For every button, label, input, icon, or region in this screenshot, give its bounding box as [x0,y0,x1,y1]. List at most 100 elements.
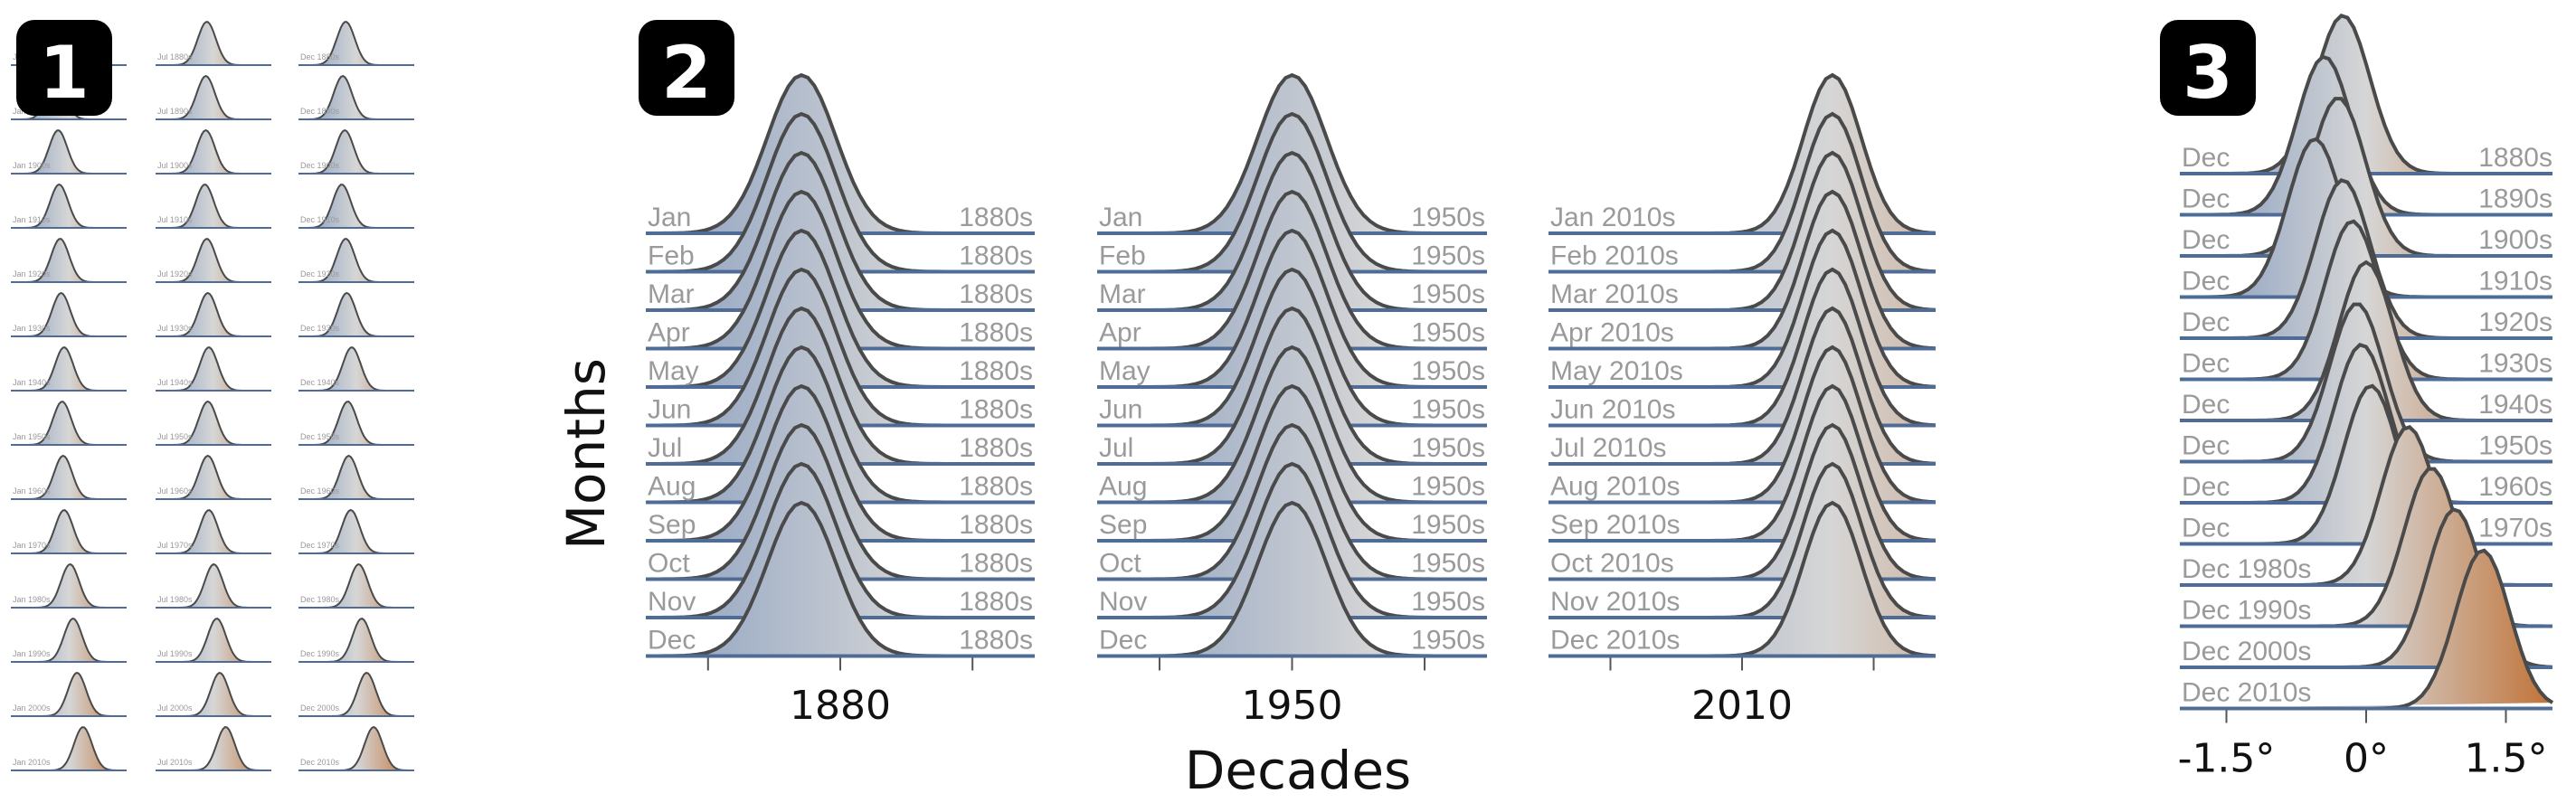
mini-ridge-label: Jul 1930s [157,324,193,333]
ridge-month-label: Jan 2010s [1550,203,1675,232]
ridge-decade-label: 1880s [959,318,1033,348]
mini-ridge-jul-1910s: Jul 1910s [156,184,271,229]
ridge-left-label: Dec [2182,431,2230,461]
ridge-month-label: May [1099,356,1151,386]
ridge-left-label: Dec [2182,225,2230,255]
mini-ridge-label: Dec 1920s [300,269,340,279]
ridge-fill [156,401,271,445]
ridge-fill [298,727,414,770]
mini-ridge-jul-1960s: Jul 1960s [156,454,271,500]
x-tick-label: 2010 [1691,683,1793,729]
mini-ridge-label: Dec 1970s [300,541,340,550]
ridge-fill [2180,15,2552,174]
ridge-decade-label: 1880s [959,433,1033,463]
mini-ridge-dec-1920s: Dec 1920s [298,238,414,283]
ridge-fill [156,510,271,553]
ridge-month-label: May 2010s [1550,356,1683,386]
ridge-fill [11,673,127,716]
ridge-month-label: Jan [648,203,691,232]
mini-ridge-jan-1960s: Jan 1960s [11,454,127,500]
mini-ridge-jul-2010s: Jul 2010s [156,726,271,771]
badge-box [16,20,112,116]
ridge-month-label: Mar 2010s [1550,279,1679,309]
ridge-left-label: Dec 2010s [2182,678,2311,708]
mini-ridge-label: Dec 1900s [300,161,340,170]
ridge-decade-label: 1950s [1411,356,1485,386]
ridge-fill [298,130,414,174]
mini-ridge-label: Jul 1980s [157,595,193,604]
ridge-fill [156,130,271,174]
ridge-month-label: Jan [1099,203,1142,232]
badge-box [2160,20,2256,116]
mini-ridge-label: Jul 1880s [157,52,193,61]
ridge-fill [156,22,271,65]
mini-ridge-label: Dec 1990s [300,649,340,658]
ridge-month-label: Jun 2010s [1550,395,1675,425]
ridge-fill [156,239,271,282]
ridge-left-label: Dec 1990s [2182,596,2311,626]
mini-ridge-label: Jan 2000s [13,703,51,713]
mini-ridge-label: Dec 1980s [300,595,340,604]
panel-badges: 1 2 3 [16,20,2256,116]
mini-ridge-label: Jan 1980s [13,595,51,604]
mini-ridge-dec-2000s: Dec 2000s [298,672,414,717]
mini-ridge-jul-1950s: Jul 1950s [156,400,271,446]
mini-ridge-label: Dec 2000s [300,703,340,713]
ridge-month-label: Sep [648,510,696,540]
badge-number: 2 [661,31,712,115]
mini-ridge-label: Jan 1940s [13,378,51,387]
ridge-decade-label: 1950s [1411,279,1485,309]
mini-ridge-jan-1910s: Jan 1910s [11,183,127,229]
ridge-fill [11,293,127,336]
mini-ridge-label: Dec 2010s [300,758,340,767]
panel-badge-1: 1 [16,20,112,116]
ridge-decade-label: 1950s [1411,587,1485,617]
mini-ridge-jan-1900s: Jan 1900s [11,129,127,175]
badge-box [639,20,734,116]
ridge-month-label: Nov [1099,587,1147,617]
ridge-left-label: Dec [2182,307,2230,337]
ridge-decade-label: 1950s [1411,395,1485,425]
ridge-month-label: Dec 2010s [1550,626,1680,656]
ridge-fill [298,456,414,499]
ridge-1880-aug: Aug 1880s [646,345,1035,505]
mini-ridge-label: Jul 1890s [157,107,193,116]
ridge-decade-label: 1950s [1411,510,1485,540]
ridge-decade-label: 1950s [1411,241,1485,271]
ridge-fill [11,564,127,608]
ridge-fill [298,76,414,119]
panel-3-december-by-decade: Dec 1880s Dec 1890s Dec 1900s Dec 1910s Dec 1920s… [2178,14,2554,782]
mini-ridge-jan-1940s: Jan 1940s [11,346,127,392]
mini-ridge-label: Dec 1960s [300,486,340,496]
mini-ridge-jan-1990s: Jan 1990s [11,618,127,663]
ridge-right-label: 1950s [2478,431,2552,461]
mini-ridge-label: Jan 1910s [13,215,51,224]
panel-badge-2: 2 [639,20,734,116]
ridge-fill [11,456,127,499]
mini-ridge-jul-1900s: Jul 1900s [156,128,271,175]
mini-ridge-jan-1950s: Jan 1950s [11,401,127,446]
mini-ridge-jul-1930s: Jul 1930s [156,291,271,337]
ridge-decade-label: 1880s [959,279,1033,309]
ridge-month-label: Oct [648,549,690,579]
mini-ridge-jan-1970s: Jan 1970s [11,509,127,554]
mini-ridge-label: Jul 1950s [157,432,193,441]
ridge-month-label: Feb 2010s [1550,241,1679,271]
ridge-month-label: Apr [1099,318,1141,348]
ridge-fill [156,618,271,662]
ridge-left-label: Dec [2182,349,2230,379]
mini-ridge-label: Dec 1950s [300,432,340,441]
mini-ridge-jul-2000s: Jul 2000s [156,672,271,717]
ridge-right-label: 1960s [2478,472,2552,502]
ridge-left-label: Dec [2182,390,2230,420]
mini-ridge-label: Jul 1960s [157,486,193,496]
ridge-month-label: Nov [648,587,696,617]
mini-ridge-label: Jul 2000s [157,703,193,713]
mini-ridge-label: Jul 1940s [157,378,193,387]
ridge-month-label: Sep 2010s [1550,510,1680,540]
mini-ridge-jul-1970s: Jul 1970s [156,509,271,554]
ridge-fill [2180,550,2552,709]
ridge-2010-dec: Dec 2010s [1548,500,1937,658]
ridge-month-label: Aug [648,472,696,502]
